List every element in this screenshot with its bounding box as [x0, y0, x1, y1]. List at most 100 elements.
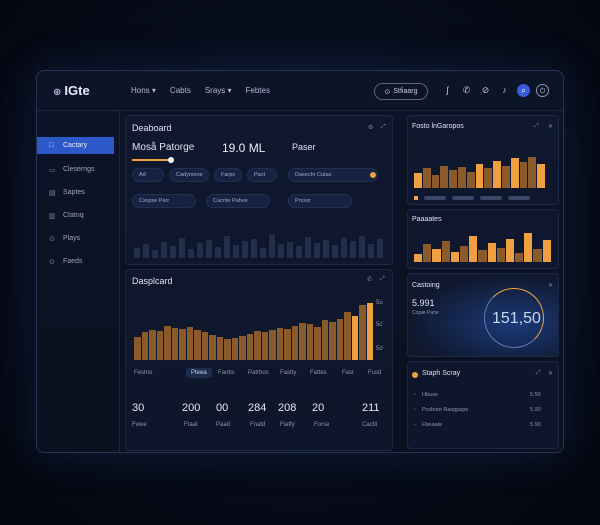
- status-dot: [370, 172, 376, 178]
- dashboard-subtitle: Moså Patorge: [132, 142, 195, 153]
- close-icon[interactable]: ✕: [548, 371, 554, 377]
- rates-bar-chart: [414, 230, 552, 262]
- tab-fastty[interactable]: Fastty: [280, 370, 297, 376]
- chart-bar: [524, 233, 533, 262]
- faint-bar: [188, 249, 194, 258]
- chart-bar: [459, 246, 469, 262]
- nav-febtes[interactable]: Febtes: [245, 86, 270, 95]
- nav-srays[interactable]: Srays ▾: [204, 86, 232, 95]
- gauge-title: Castoing: [412, 282, 440, 289]
- chip-dasechr[interactable]: Dasechr Cutas: [288, 168, 378, 182]
- faint-bar-chart: [134, 224, 386, 258]
- list-item-value: 5.90: [530, 407, 541, 413]
- gauge-small-label: Copæ Pane: [412, 310, 439, 316]
- faint-bar: [134, 248, 140, 258]
- chart-bar: [231, 338, 238, 360]
- expand-icon[interactable]: ⤢: [536, 370, 541, 376]
- power-icon[interactable]: ⏻: [536, 84, 549, 97]
- chip-prssor[interactable]: Prssor: [288, 194, 352, 208]
- phone-icon[interactable]: ✆: [462, 85, 471, 95]
- chart-bar: [209, 334, 216, 360]
- faint-bar: [152, 250, 158, 258]
- ear-icon[interactable]: ʃ: [446, 85, 449, 95]
- faint-bar: [215, 247, 221, 258]
- chart-bar: [321, 319, 328, 360]
- chip-cadyrsone[interactable]: Cadyrsone: [169, 168, 209, 182]
- list-item-label: Pcsbute Rasgpape: [422, 407, 469, 413]
- chart-bar: [422, 168, 431, 188]
- chart-bar: [359, 304, 366, 360]
- sidebar-item-faeds[interactable]: ⊙ Faeds: [49, 258, 83, 266]
- chip-ad[interactable]: Ad: [132, 168, 164, 182]
- faint-bar: [296, 246, 302, 258]
- displaced-title: Dasplcard: [132, 276, 173, 286]
- nav-home[interactable]: Hons ▾: [131, 86, 156, 95]
- tab-patrbos[interactable]: Patrbos: [248, 370, 269, 376]
- search-icon[interactable]: ⌕: [517, 84, 530, 97]
- app-logo[interactable]: ⊕ IGte: [53, 83, 90, 98]
- chart-bar: [496, 247, 505, 262]
- tab-fattes[interactable]: Fattes: [310, 370, 327, 376]
- sidebar-item-plays[interactable]: ⊙ Plays: [49, 235, 81, 243]
- close-icon[interactable]: ✕: [548, 283, 554, 289]
- chip-cacnte[interactable]: Cacnte Pahes: [206, 194, 270, 208]
- app-window: ⊕ IGte Hons ▾ Cabts Srays ▾ Febtes ⊙ Stfi…: [36, 70, 564, 453]
- list-card: Staph Scray ⤢ ✕ ◦ Hbuse 5.50 ◦ Pcsbute R…: [407, 361, 559, 449]
- expand-icon[interactable]: ⤢: [380, 276, 385, 282]
- tab-pteea[interactable]: Pteea: [186, 368, 212, 378]
- chart-bar: [134, 337, 141, 360]
- tab-festno[interactable]: Festno: [134, 370, 153, 376]
- progress-slider[interactable]: [132, 159, 170, 161]
- tab-fusd[interactable]: Fusd: [368, 370, 382, 376]
- list-item-label: Hbuse: [422, 392, 438, 398]
- stat-value: 211: [362, 402, 380, 414]
- list-item-bullet: ◦: [414, 392, 416, 398]
- trend-card: Fosto lnGaropos ⤢ ✕: [407, 115, 559, 205]
- faint-bar: [251, 239, 257, 258]
- faint-bar: [269, 234, 275, 258]
- nav-cabts[interactable]: Cabts: [169, 86, 191, 95]
- settings-icon[interactable]: ⚙: [368, 125, 374, 131]
- phone-icon[interactable]: ✆: [367, 277, 373, 283]
- faint-bar: [179, 238, 185, 258]
- displaced-bar-chart: [134, 302, 374, 360]
- bell-icon[interactable]: ♪: [502, 85, 507, 95]
- expand-icon[interactable]: ⤢: [534, 123, 539, 129]
- chip-cxxpse[interactable]: Cxxpse Parr: [132, 194, 196, 208]
- chart-bar: [469, 236, 478, 262]
- faint-bar: [314, 243, 320, 258]
- tab-fanbs[interactable]: Fanbs: [218, 370, 235, 376]
- close-icon[interactable]: ✕: [548, 124, 554, 130]
- sidebar-item-ctatnq[interactable]: ▥ Ctatnq: [49, 212, 84, 220]
- status-pill-button[interactable]: ⊙ Stfiaarg: [374, 83, 428, 100]
- chart-bar: [487, 242, 496, 262]
- faint-bar: [305, 237, 311, 258]
- rates-card: Paaaates: [407, 209, 559, 269]
- dashboard-right-title: Paser: [292, 142, 316, 152]
- slider-handle[interactable]: [168, 157, 174, 163]
- sidebar-item-cleserngs[interactable]: ▭ Cleserngs: [49, 166, 95, 174]
- chart-bar: [224, 339, 231, 360]
- sidebar-item-cactary[interactable]: □ Cactary: [37, 137, 114, 154]
- chart-bar: [344, 311, 351, 360]
- gauge-small-value: 5.991: [412, 298, 435, 308]
- faint-bar: [332, 245, 338, 258]
- sidebar-item-saptes[interactable]: ▤ Saptes: [49, 189, 85, 197]
- chip-pact[interactable]: Pact: [247, 168, 277, 182]
- chart-bar: [156, 331, 163, 360]
- chart-bar: [432, 249, 441, 262]
- faint-bar: [143, 244, 149, 258]
- chip-farps[interactable]: Farps: [214, 168, 242, 182]
- list-title: Staph Scray: [422, 370, 461, 377]
- chart-bar: [179, 328, 186, 360]
- faint-bar: [359, 236, 365, 258]
- tab-fast[interactable]: Fast: [342, 370, 354, 376]
- chart-bar: [515, 252, 524, 262]
- legend-chip: [452, 196, 474, 200]
- globe-icon[interactable]: ⊘: [481, 85, 490, 95]
- sidebar: □ Cactary ▭ Cleserngs ▤ Saptes ▥ Ctatnq ⊙ Pla…: [37, 111, 120, 452]
- gauge-value: 151,50: [492, 310, 541, 327]
- stat-label: Paad: [216, 422, 231, 428]
- faint-bar: [224, 236, 230, 258]
- expand-icon[interactable]: ⤢: [381, 124, 386, 130]
